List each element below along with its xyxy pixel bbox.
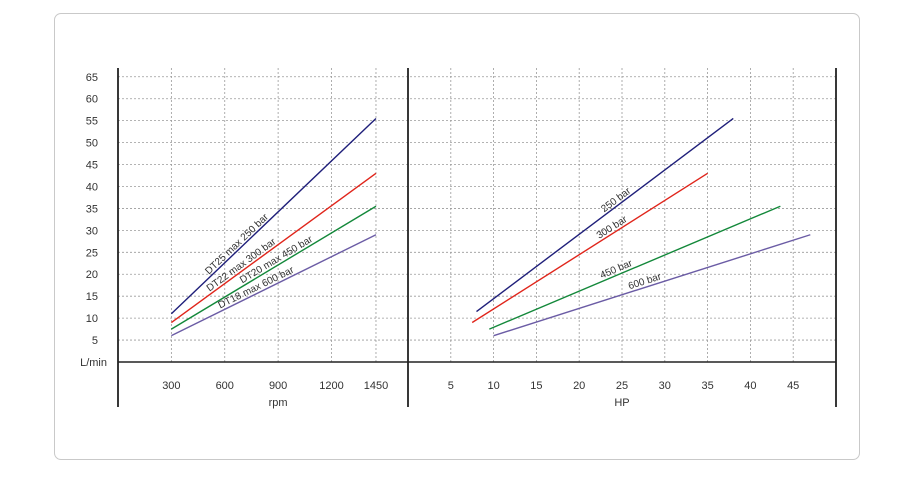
series-line — [170, 117, 377, 315]
x-tick-label: 600 — [216, 380, 234, 392]
y-axis-label: L/min — [80, 357, 107, 369]
x-tick-label: 30 — [659, 380, 671, 392]
x-tick-label: 900 — [269, 380, 287, 392]
y-tick-label: 10 — [86, 313, 98, 325]
y-tick-label: 35 — [86, 203, 98, 215]
series-lines — [170, 117, 811, 337]
y-tick-label: 55 — [86, 116, 98, 128]
y-tick-label: 30 — [86, 225, 98, 237]
x-tick-label: 40 — [744, 380, 756, 392]
x-tick-label: 300 — [162, 380, 180, 392]
y-tick-label: 60 — [86, 94, 98, 106]
series-line — [171, 205, 377, 330]
x-tick-label: 15 — [530, 380, 542, 392]
x-tick-label: 25 — [616, 380, 628, 392]
y-tick-label: 5 — [92, 335, 98, 347]
series-label: 600 bar — [627, 271, 663, 292]
series-line — [476, 117, 734, 313]
x-tick-label: 1450 — [364, 380, 388, 392]
x-tick-label: 20 — [573, 380, 585, 392]
x-axis-label: rpm — [269, 397, 288, 409]
series-label: 450 bar — [599, 258, 635, 282]
y-tick-label: 50 — [86, 138, 98, 150]
y-tick-label: 15 — [86, 291, 98, 303]
x-tick-label: 5 — [448, 380, 454, 392]
x-tick-label: 45 — [787, 380, 799, 392]
y-tick-label: 25 — [86, 247, 98, 259]
series-label: 250 bar — [599, 185, 633, 215]
x-tick-label: 1200 — [319, 380, 343, 392]
series-line — [471, 172, 708, 324]
y-tick-label: 40 — [86, 181, 98, 193]
y-tick-label: 20 — [86, 269, 98, 281]
chart-frame — [54, 13, 860, 460]
y-tick-label: 45 — [86, 160, 98, 172]
x-axis-label: HP — [614, 397, 629, 409]
series-line — [171, 234, 377, 337]
series-line — [489, 205, 781, 330]
x-tick-label: 35 — [701, 380, 713, 392]
grid — [118, 68, 836, 362]
y-tick-label: 65 — [86, 72, 98, 84]
labels: 5 10 15 20 25 30 35 40 45 50 55 60 65 L/min 300 600 900 1… — [80, 72, 799, 409]
axes — [117, 68, 837, 407]
x-tick-label: 10 — [487, 380, 499, 392]
series-line — [170, 172, 377, 324]
series-line — [493, 234, 811, 337]
